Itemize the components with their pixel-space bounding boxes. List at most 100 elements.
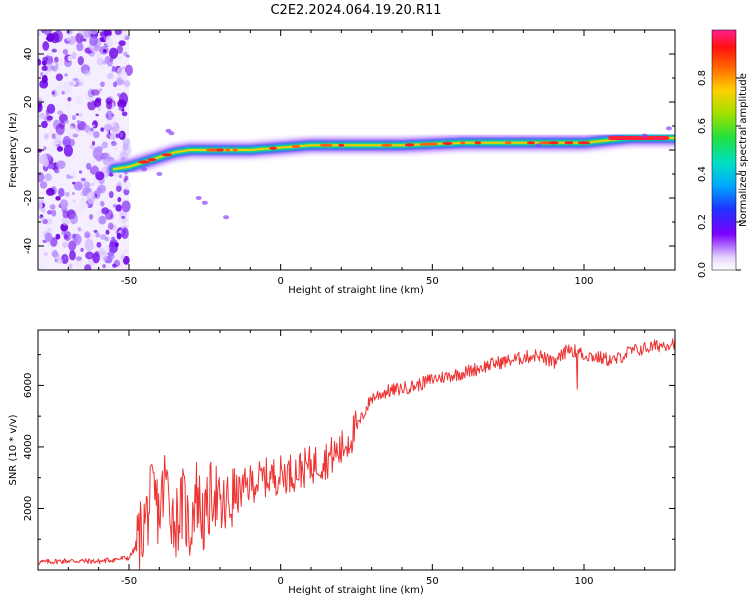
snr-series-line	[38, 337, 675, 570]
noise-speckle	[84, 238, 94, 252]
noise-speckle	[75, 256, 82, 261]
noise-speckle	[78, 113, 83, 117]
noise-speckle	[95, 171, 105, 181]
noise-speckle	[105, 229, 110, 235]
ridge-hotspot	[404, 143, 415, 147]
ridge-hot-segment	[608, 136, 669, 140]
noise-speckle	[79, 81, 84, 87]
noise-speckle	[102, 264, 106, 269]
noise-speckle	[99, 234, 107, 240]
noise-speckle	[122, 142, 132, 157]
noise-speckle	[51, 209, 57, 217]
snr-panel: -50 0 50 100 2000 4000 6000 Height of straight…	[8, 329, 676, 596]
noise-speckle	[70, 170, 77, 180]
noise-speckle	[95, 97, 102, 103]
top-xtick-label: 100	[574, 276, 593, 287]
noise-speckle	[83, 230, 91, 239]
noise-speckle	[80, 177, 86, 182]
noise-speckle	[119, 132, 124, 138]
ridge-hotspot	[381, 143, 393, 147]
noise-speckle	[124, 175, 129, 181]
noise-speckle	[92, 120, 98, 129]
noise-speckle	[110, 140, 117, 147]
bottom-xlabel: Height of straight line (km)	[288, 585, 424, 596]
noise-speckle	[117, 217, 124, 224]
spectral-blip	[156, 172, 163, 176]
bottom-plot-frame	[37, 329, 676, 571]
noise-speckle	[122, 248, 129, 256]
noise-speckle	[115, 133, 120, 139]
top-xtick-label: -50	[121, 276, 137, 287]
noise-speckle	[46, 210, 53, 215]
noise-speckle	[38, 171, 45, 183]
noise-speckle	[100, 201, 105, 207]
spectral-blip	[195, 196, 202, 200]
noise-speckle	[55, 73, 63, 81]
noise-speckle	[120, 71, 128, 81]
noise-speckle	[55, 195, 61, 201]
noise-speckle	[44, 252, 48, 257]
noise-speckle	[99, 31, 104, 37]
noise-speckle	[63, 119, 70, 124]
noise-speckle	[100, 127, 105, 132]
spectral-blip	[201, 200, 208, 205]
noise-speckle	[41, 30, 46, 34]
noise-speckle	[106, 73, 114, 80]
noise-speckle	[43, 146, 47, 150]
noise-speckle	[92, 147, 103, 160]
noise-speckle	[69, 213, 78, 225]
bottom-ytick-label: 4000	[23, 434, 34, 459]
noise-speckle	[55, 233, 61, 240]
ridge-hotspot	[564, 141, 574, 145]
bottom-axis-ticks: -50 0 50 100 2000 4000 6000	[23, 330, 676, 587]
noise-speckle	[41, 65, 48, 72]
noise-speckle	[111, 65, 116, 72]
noise-speckle	[96, 241, 102, 248]
noise-speckle	[101, 141, 108, 149]
ridge-hotspot	[147, 158, 157, 162]
spectral-blip	[141, 167, 148, 172]
noise-speckle	[122, 66, 126, 70]
noise-speckle	[105, 35, 113, 46]
noise-speckle	[123, 180, 132, 191]
noise-speckle	[92, 245, 97, 250]
ridge-hotspot	[426, 142, 439, 146]
noise-speckle	[83, 38, 87, 42]
ridge-hotspot	[291, 144, 300, 148]
noise-speckle	[75, 113, 79, 116]
spectral-blip	[535, 143, 542, 148]
noise-speckle	[64, 192, 70, 197]
bottom-xtick-label: 100	[574, 576, 593, 587]
noise-speckle	[46, 242, 51, 248]
noise-speckle	[116, 232, 122, 240]
ridge-hotspot	[504, 141, 512, 145]
noise-speckle	[100, 66, 105, 71]
noise-speckle	[104, 55, 111, 64]
noise-speckle	[89, 213, 94, 220]
noise-speckle	[45, 109, 50, 115]
noise-speckle	[38, 32, 41, 37]
noise-speckle	[92, 252, 100, 264]
noise-speckle	[41, 75, 48, 84]
noise-speckle	[68, 81, 74, 86]
colorbar-ticks: 0.0 0.2 0.4 0.6 0.8	[697, 70, 741, 278]
noise-speckle	[123, 80, 131, 88]
snr-line-layer	[38, 337, 675, 570]
bottom-xtick-label: -50	[121, 576, 137, 587]
noise-speckle	[93, 229, 98, 233]
noise-speckle	[71, 115, 76, 121]
noise-speckle	[51, 48, 57, 53]
noise-speckle	[71, 52, 77, 60]
top-ytick-label: 0	[23, 147, 34, 153]
colorbar-tick-label: 0.8	[697, 70, 708, 86]
noise-speckle	[48, 52, 53, 57]
noise-speckle	[90, 182, 95, 187]
ridge-hotspot	[161, 153, 173, 157]
noise-speckle	[51, 90, 56, 95]
noise-speckle	[121, 227, 129, 240]
noise-speckle	[117, 99, 127, 109]
noise-speckle	[113, 146, 119, 151]
colorbar-label: Normalized spectral amplitude	[738, 73, 749, 227]
noise-speckle	[125, 54, 130, 58]
